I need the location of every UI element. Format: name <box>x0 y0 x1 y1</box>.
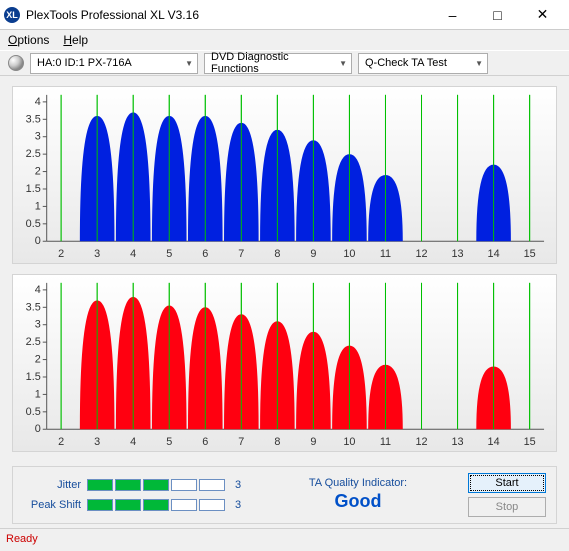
jitter-bars <box>87 479 225 491</box>
svg-text:3.5: 3.5 <box>26 301 41 313</box>
svg-text:8: 8 <box>274 248 280 260</box>
stop-button[interactable]: Stop <box>468 497 546 517</box>
meter-segment <box>143 479 169 491</box>
quality-label: TA Quality Indicator: <box>293 477 423 489</box>
svg-text:0.5: 0.5 <box>26 218 41 230</box>
meter-segment <box>87 499 113 511</box>
svg-text:1: 1 <box>35 200 41 212</box>
top-chart: 2 3 4 5 6 7 8 9 10 11 12 13 14 15 0 0.5 1 1.5 2 2.5 3 3.5 4 <box>12 86 557 264</box>
drive-selector[interactable]: HA:0 ID:1 PX-716A ▼ <box>30 53 198 74</box>
svg-text:4: 4 <box>35 96 41 108</box>
titlebar: XL PlexTools Professional XL V3.16 – □ ✕ <box>0 0 569 30</box>
svg-text:14: 14 <box>488 436 500 448</box>
svg-text:3: 3 <box>35 131 41 143</box>
status-text: Ready <box>6 533 38 545</box>
svg-text:1.5: 1.5 <box>26 183 41 195</box>
function-label: DVD Diagnostic Functions <box>211 51 339 75</box>
peakshift-value: 3 <box>235 499 241 511</box>
svg-text:0.5: 0.5 <box>26 406 41 418</box>
svg-text:11: 11 <box>380 436 391 448</box>
quality-value: Good <box>293 491 423 512</box>
svg-text:3: 3 <box>94 436 100 448</box>
start-button[interactable]: Start <box>468 473 546 493</box>
close-button[interactable]: ✕ <box>520 0 565 30</box>
meter-segment <box>171 479 197 491</box>
svg-text:3.5: 3.5 <box>26 113 41 125</box>
svg-text:0: 0 <box>35 423 41 435</box>
svg-text:7: 7 <box>238 248 244 260</box>
toolbar: HA:0 ID:1 PX-716A ▼ DVD Diagnostic Funct… <box>0 50 569 76</box>
peakshift-label: Peak Shift <box>23 499 81 511</box>
meter-segment <box>199 499 225 511</box>
chevron-down-icon: ▼ <box>475 59 483 68</box>
meter-segment <box>143 499 169 511</box>
svg-text:9: 9 <box>310 248 316 260</box>
menu-help[interactable]: Help <box>63 33 88 47</box>
svg-text:2: 2 <box>58 436 64 448</box>
svg-text:11: 11 <box>380 248 391 260</box>
svg-text:0: 0 <box>35 235 41 247</box>
action-buttons: Start Stop <box>468 473 546 517</box>
svg-text:1: 1 <box>35 388 41 400</box>
chevron-down-icon: ▼ <box>185 59 193 68</box>
test-label: Q-Check TA Test <box>365 57 447 69</box>
menubar: Options Help <box>0 30 569 50</box>
minimize-button[interactable]: – <box>430 0 475 30</box>
svg-text:2: 2 <box>35 354 41 366</box>
svg-text:5: 5 <box>166 436 172 448</box>
bottom-chart: 2 3 4 5 6 7 8 9 10 11 12 13 14 15 0 0.5 1 1.5 2 2.5 3 3.5 4 <box>12 274 557 452</box>
svg-text:10: 10 <box>343 248 355 260</box>
svg-text:8: 8 <box>274 436 280 448</box>
jitter-meter: Jitter 3 <box>23 479 241 491</box>
svg-text:15: 15 <box>524 248 536 260</box>
meter-segment <box>199 479 225 491</box>
svg-text:2: 2 <box>35 166 41 178</box>
peakshift-bars <box>87 499 225 511</box>
svg-text:9: 9 <box>310 436 316 448</box>
chevron-down-icon: ▼ <box>339 59 347 68</box>
svg-text:2.5: 2.5 <box>26 336 41 348</box>
svg-text:6: 6 <box>202 248 208 260</box>
svg-text:4: 4 <box>130 436 136 448</box>
svg-text:14: 14 <box>488 248 500 260</box>
peakshift-meter: Peak Shift 3 <box>23 499 241 511</box>
meter-segment <box>87 479 113 491</box>
menu-options[interactable]: Options <box>8 33 49 47</box>
svg-text:3: 3 <box>35 319 41 331</box>
function-selector[interactable]: DVD Diagnostic Functions ▼ <box>204 53 352 74</box>
svg-text:7: 7 <box>238 436 244 448</box>
svg-text:4: 4 <box>35 284 41 296</box>
statusbar: Ready <box>0 528 569 548</box>
app-icon: XL <box>4 7 20 23</box>
svg-text:13: 13 <box>452 248 464 260</box>
svg-text:2.5: 2.5 <box>26 148 41 160</box>
window-title: PlexTools Professional XL V3.16 <box>26 8 430 22</box>
svg-text:6: 6 <box>202 436 208 448</box>
svg-text:10: 10 <box>343 436 355 448</box>
svg-text:5: 5 <box>166 248 172 260</box>
test-selector[interactable]: Q-Check TA Test ▼ <box>358 53 488 74</box>
svg-text:1.5: 1.5 <box>26 371 41 383</box>
svg-text:12: 12 <box>415 436 427 448</box>
drive-label: HA:0 ID:1 PX-716A <box>37 57 132 69</box>
jitter-value: 3 <box>235 479 241 491</box>
svg-text:4: 4 <box>130 248 136 260</box>
meter-segment <box>115 479 141 491</box>
svg-text:2: 2 <box>58 248 64 260</box>
meter-segment <box>171 499 197 511</box>
meters: Jitter 3 Peak Shift 3 <box>23 479 241 511</box>
disc-icon <box>8 55 24 71</box>
chart-area: 2345678910111213141500.511.522.533.54 23… <box>0 76 569 466</box>
svg-text:15: 15 <box>524 436 536 448</box>
jitter-label: Jitter <box>23 479 81 491</box>
svg-text:12: 12 <box>415 248 427 260</box>
svg-text:13: 13 <box>452 436 464 448</box>
result-panel: Jitter 3 Peak Shift 3 TA Quality Indicat… <box>12 466 557 524</box>
meter-segment <box>115 499 141 511</box>
svg-text:3: 3 <box>94 248 100 260</box>
maximize-button[interactable]: □ <box>475 0 520 30</box>
quality-indicator: TA Quality Indicator: Good <box>293 477 423 512</box>
